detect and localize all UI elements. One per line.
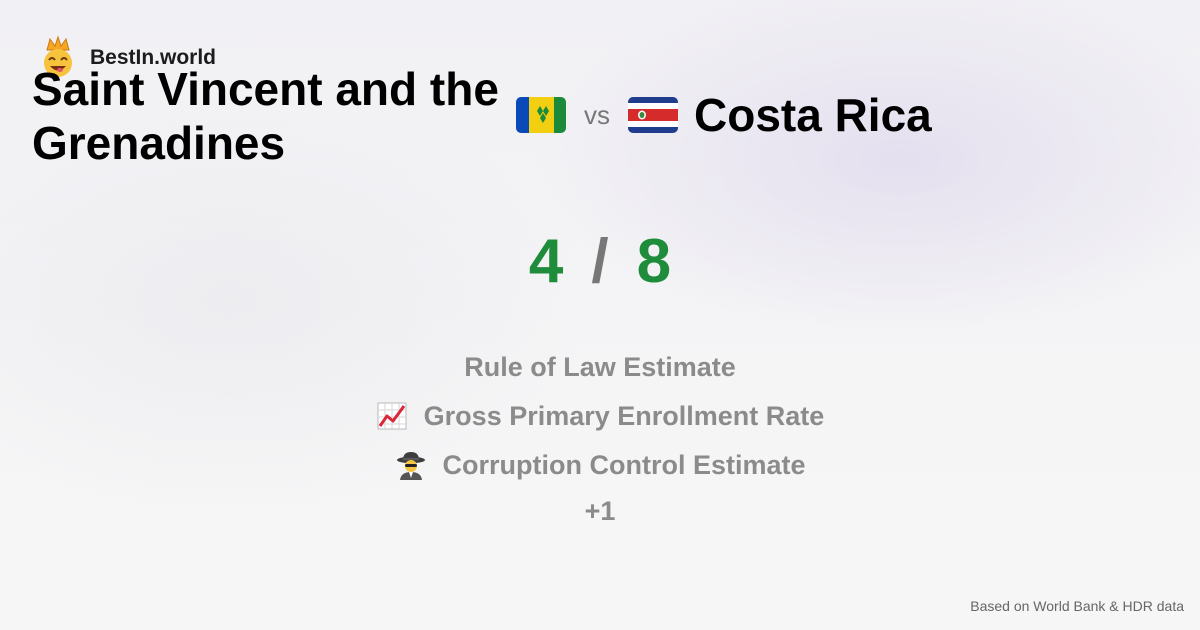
vs-label: vs <box>584 99 610 130</box>
score: 4 / 8 <box>0 222 1200 302</box>
criterion-rule-of-law: Rule of Law Estimate <box>0 342 1200 391</box>
criteria-list: Rule of Law Estimate Gross Primary Enrol… <box>0 342 1200 533</box>
score-separator: / <box>591 227 609 296</box>
criterion-corruption: Corruption Control Estimate <box>0 440 1200 489</box>
brand-name: BestIn.world <box>90 46 217 69</box>
left-score: 4 <box>528 227 564 296</box>
saint-vincent-flag-icon <box>516 97 566 133</box>
right-score: 8 <box>636 227 672 296</box>
criterion-label: Corruption Control Estimate <box>442 449 806 480</box>
versus-row: vs Costa Rica <box>516 89 932 141</box>
crowned-face-icon <box>44 36 72 77</box>
detective-icon <box>396 451 425 480</box>
left-country-name: Saint Vincent and the Grenadines <box>32 63 499 169</box>
right-country-name: Costa Rica <box>694 89 932 141</box>
criterion-label: Gross Primary Enrollment Rate <box>423 400 825 431</box>
chart-increasing-icon <box>377 402 407 429</box>
criterion-enrollment: Gross Primary Enrollment Rate <box>0 391 1200 440</box>
data-source-note: Based on World Bank & HDR data <box>970 598 1184 614</box>
more-criteria-count: +1 <box>584 496 616 526</box>
criterion-label: Rule of Law Estimate <box>464 351 736 382</box>
costa-rica-flag-icon <box>628 97 678 133</box>
brand[interactable]: BestIn.world <box>38 36 216 78</box>
